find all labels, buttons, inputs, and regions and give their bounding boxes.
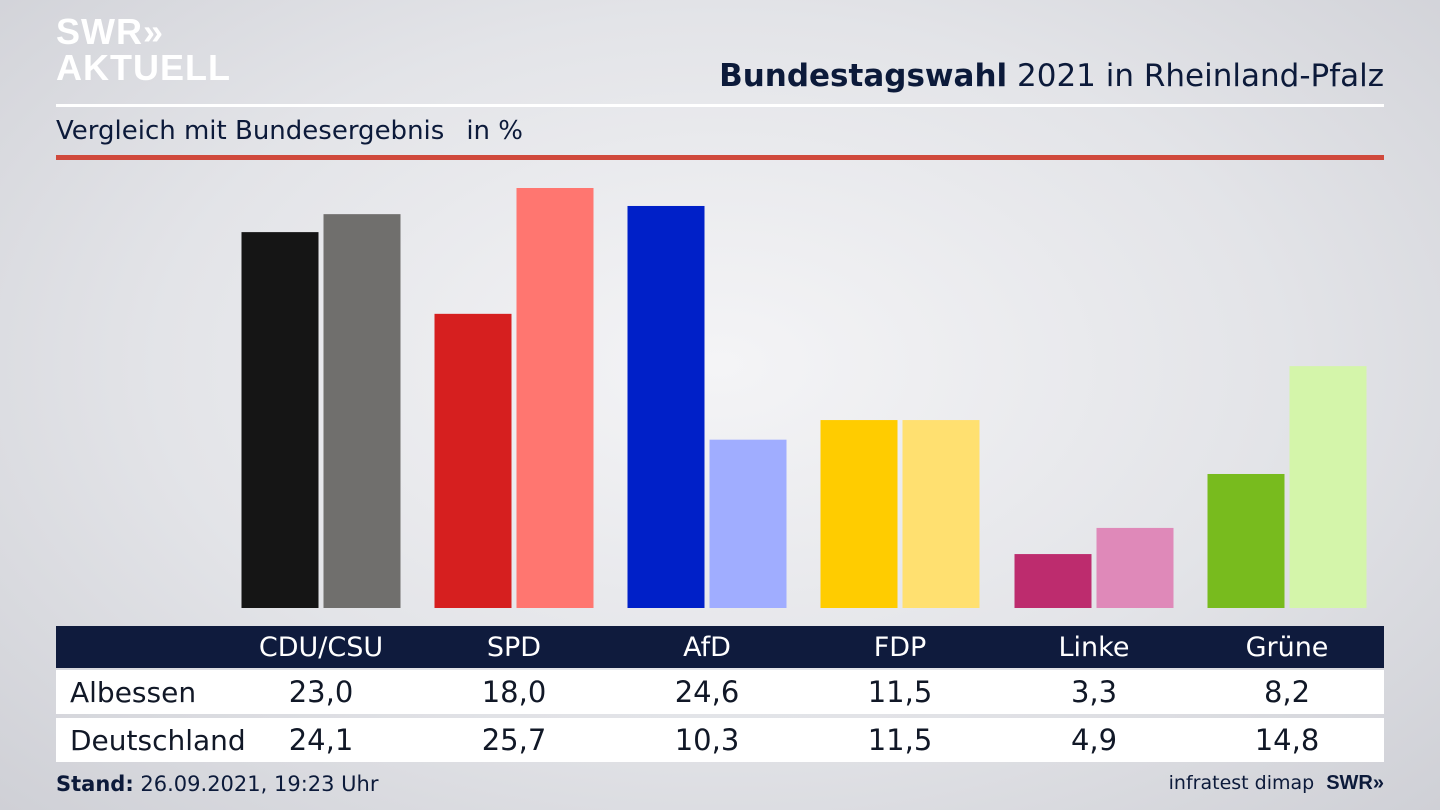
column-header-cdu-csu: CDU/CSU [258, 631, 384, 663]
stand-label: Stand: [56, 772, 134, 796]
column-header-fdp: FDP [873, 631, 927, 663]
row-label-deutschland: Deutschland [70, 723, 246, 757]
source-credit: infratest dimap SWR» [1169, 772, 1384, 795]
value-cdu-csu-albessen: 23,0 [288, 675, 354, 709]
swr-aktuell-logo: SWR» AKTUELL [56, 14, 231, 86]
value-spd-albessen: 18,0 [481, 675, 547, 709]
column-header-spd: SPD [486, 631, 542, 663]
bar-linke-albessen [1014, 554, 1092, 608]
bar-fdp-deutschland [902, 420, 980, 608]
table-row-deutschland: Deutschland 24,1 25,7 10,3 11,5 4,9 14,8 [56, 718, 1384, 762]
table-row-albessen: Albessen 23,0 18,0 24,6 11,5 3,3 8,2 [56, 670, 1384, 714]
column-header-linke: Linke [1058, 631, 1130, 663]
title-divider [56, 104, 1384, 107]
column-header-grüne: Grüne [1245, 631, 1329, 663]
bar-grüne-deutschland [1289, 366, 1367, 608]
bar-afd-deutschland [709, 439, 787, 608]
value-afd-albessen: 24,6 [674, 675, 740, 709]
bar-cdu-csu-albessen [241, 232, 319, 608]
title-bold: Bundestagswahl [719, 58, 1008, 94]
table-header: CDU/CSU SPD AfD FDP Linke Grüne [56, 626, 1384, 668]
bar-spd-albessen [434, 313, 512, 608]
value-cdu-csu-deutschland: 24,1 [288, 723, 354, 757]
value-linke-deutschland: 4,9 [1070, 723, 1118, 757]
value-linke-albessen: 3,3 [1070, 675, 1118, 709]
row-label-albessen: Albessen [70, 675, 197, 709]
bar-fdp-albessen [820, 420, 898, 608]
unit-label: in % [466, 116, 523, 146]
source-label: infratest dimap [1168, 772, 1315, 794]
chart-subtitle: Vergleich mit Bundesergebnis in % [56, 116, 523, 146]
bar-grüne-albessen [1207, 473, 1285, 608]
stand-value: 26.09.2021, 19:23 Uhr [133, 772, 379, 796]
bar-spd-deutschland [516, 188, 594, 608]
swr-brand-logo: SWR» [1326, 772, 1384, 794]
accent-divider [56, 155, 1384, 160]
value-fdp-albessen: 11,5 [867, 675, 933, 709]
value-grüne-albessen: 8,2 [1263, 675, 1311, 709]
value-spd-deutschland: 25,7 [481, 723, 547, 757]
bar-linke-deutschland [1096, 527, 1174, 608]
bar-afd-albessen [627, 205, 705, 608]
bar-cdu-csu-deutschland [323, 214, 401, 608]
title-rest: 2021 in Rheinland-Pfalz [1007, 58, 1384, 94]
timestamp: Stand: 26.09.2021, 19:23 Uhr [56, 772, 379, 796]
subtitle-text: Vergleich mit Bundesergebnis [56, 116, 445, 146]
page-title: Bundestagswahl 2021 in Rheinland-Pfalz [719, 58, 1384, 94]
value-afd-deutschland: 10,3 [674, 723, 740, 757]
column-header-afd: AfD [683, 631, 731, 663]
value-grüne-deutschland: 14,8 [1254, 723, 1320, 757]
logo-line-aktuell: AKTUELL [56, 47, 231, 88]
value-fdp-deutschland: 11,5 [867, 723, 933, 757]
logo-line-swr: SWR» [56, 11, 165, 52]
